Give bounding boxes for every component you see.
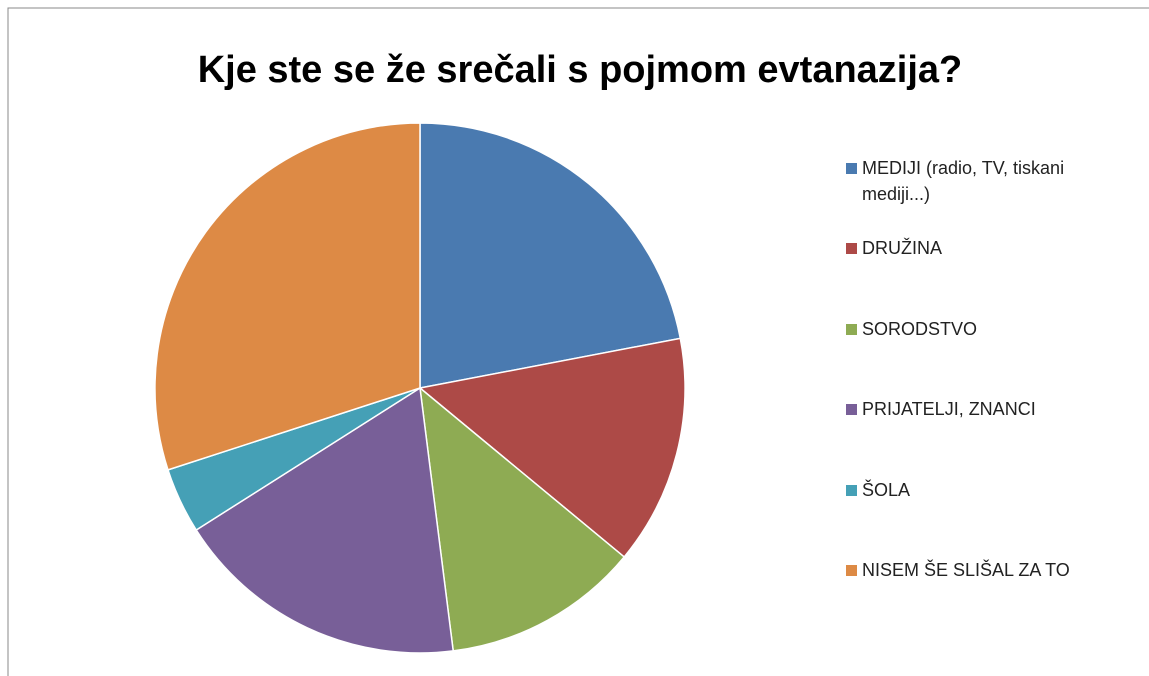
pie-slice [195, 386, 455, 654]
legend-label: PRIJATELJI, ZNANCI [862, 399, 1036, 420]
legend-swatch [846, 163, 857, 174]
pie-slice [419, 386, 626, 652]
legend-label: DRUŽINA [862, 238, 942, 259]
legend-item: DRUŽINA [846, 235, 1142, 261]
legend-item: PRIJATELJI, ZNANCI [846, 396, 1142, 422]
legend-label: NISEM ŠE SLIŠAL ZA TO [862, 560, 1070, 580]
pie-slice [154, 122, 421, 471]
legend-item: SORODSTVO [846, 316, 1142, 342]
legend-swatch [846, 243, 857, 255]
legend-swatch [846, 404, 857, 416]
legend-swatch [846, 323, 857, 335]
legend-label: SORODSTVO [862, 318, 978, 339]
legend-swatch [846, 484, 857, 496]
legend-label: MEDIJI (radio, TV, tiskani mediji...) [862, 158, 1065, 204]
legend-item: MEDIJI (radio, TV, tiskani mediji...) [846, 155, 1137, 207]
legend-item: NISEM ŠE SLIŠAL ZA TO [846, 557, 1142, 583]
legend-swatch [846, 565, 857, 576]
pie-slice [419, 122, 682, 389]
chart-title: Kje ste se že srečali s pojmom evtanazij… [198, 49, 963, 91]
legend-item: ŠOLA [846, 477, 1142, 503]
legend-label: ŠOLA [862, 479, 911, 500]
pie-slice [418, 337, 686, 558]
